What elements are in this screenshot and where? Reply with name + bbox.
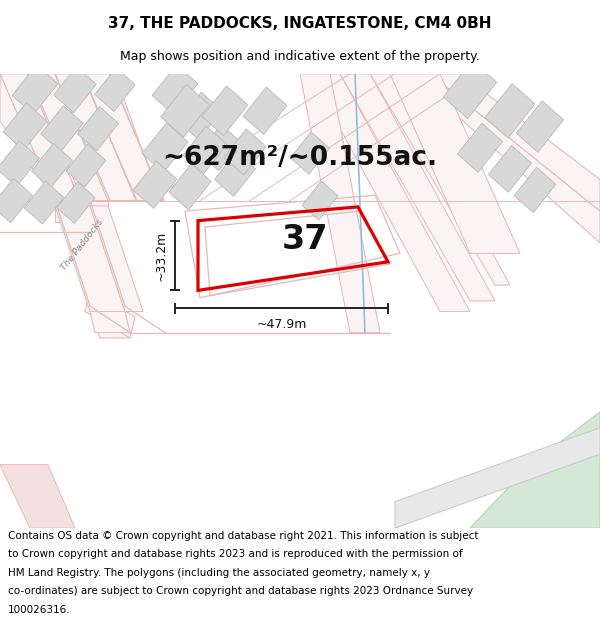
Bar	[133, 161, 177, 209]
Bar	[199, 125, 241, 171]
Bar	[517, 101, 563, 152]
Bar	[54, 67, 96, 112]
Bar	[224, 129, 266, 175]
Polygon shape	[70, 74, 160, 201]
Polygon shape	[15, 74, 115, 201]
Bar	[142, 123, 188, 172]
Bar	[12, 65, 58, 114]
Text: co-ordinates) are subject to Crown copyright and database rights 2023 Ordnance S: co-ordinates) are subject to Crown copyr…	[8, 586, 473, 596]
Polygon shape	[27, 74, 108, 201]
Polygon shape	[85, 291, 135, 338]
Polygon shape	[390, 74, 520, 253]
Text: The Paddocks: The Paddocks	[59, 217, 105, 272]
Polygon shape	[90, 206, 143, 311]
Bar	[302, 181, 338, 220]
Bar	[0, 141, 39, 187]
Polygon shape	[340, 74, 495, 301]
Polygon shape	[395, 428, 600, 528]
Polygon shape	[410, 74, 600, 243]
Bar	[183, 126, 227, 174]
Bar	[169, 164, 211, 210]
Text: 37, THE PADDOCKS, INGATESTONE, CM4 0BH: 37, THE PADDOCKS, INGATESTONE, CM4 0BH	[108, 16, 492, 31]
Polygon shape	[310, 74, 470, 311]
Polygon shape	[0, 74, 80, 201]
Polygon shape	[80, 201, 108, 222]
Polygon shape	[430, 74, 600, 211]
Bar	[57, 182, 95, 223]
Polygon shape	[55, 206, 125, 311]
Bar	[41, 106, 83, 152]
Bar	[178, 92, 222, 140]
Text: ~33.2m: ~33.2m	[155, 231, 167, 281]
Bar	[24, 181, 64, 224]
Text: Contains OS data © Crown copyright and database right 2021. This information is : Contains OS data © Crown copyright and d…	[8, 531, 478, 541]
Bar	[243, 87, 287, 134]
Bar	[485, 84, 535, 138]
Text: to Crown copyright and database rights 2023 and is reproduced with the permissio: to Crown copyright and database rights 2…	[8, 549, 463, 559]
Bar	[95, 68, 135, 111]
Bar	[202, 86, 248, 136]
Polygon shape	[370, 74, 510, 285]
Bar	[443, 61, 497, 119]
Text: ~47.9m: ~47.9m	[256, 318, 307, 331]
Bar	[488, 146, 532, 192]
Polygon shape	[55, 74, 136, 201]
Polygon shape	[55, 201, 130, 338]
Bar	[214, 152, 256, 196]
Bar	[514, 168, 556, 212]
Polygon shape	[0, 465, 75, 528]
Text: Map shows position and indicative extent of the property.: Map shows position and indicative extent…	[120, 50, 480, 63]
Polygon shape	[55, 201, 80, 222]
Bar	[161, 84, 209, 137]
Bar	[77, 106, 119, 151]
Bar	[3, 103, 47, 151]
Polygon shape	[83, 74, 163, 201]
Polygon shape	[470, 412, 600, 528]
Text: 100026316.: 100026316.	[8, 604, 70, 614]
Bar	[0, 178, 32, 222]
Bar	[290, 132, 329, 174]
Bar	[31, 143, 73, 188]
Bar	[66, 144, 106, 188]
Bar	[457, 123, 503, 172]
Bar	[152, 65, 198, 114]
Polygon shape	[90, 311, 130, 332]
Text: HM Land Registry. The polygons (including the associated geometry, namely x, y: HM Land Registry. The polygons (includin…	[8, 568, 430, 578]
Polygon shape	[300, 74, 380, 332]
Text: 37: 37	[282, 223, 329, 256]
Text: ~627m²/~0.155ac.: ~627m²/~0.155ac.	[163, 145, 437, 171]
